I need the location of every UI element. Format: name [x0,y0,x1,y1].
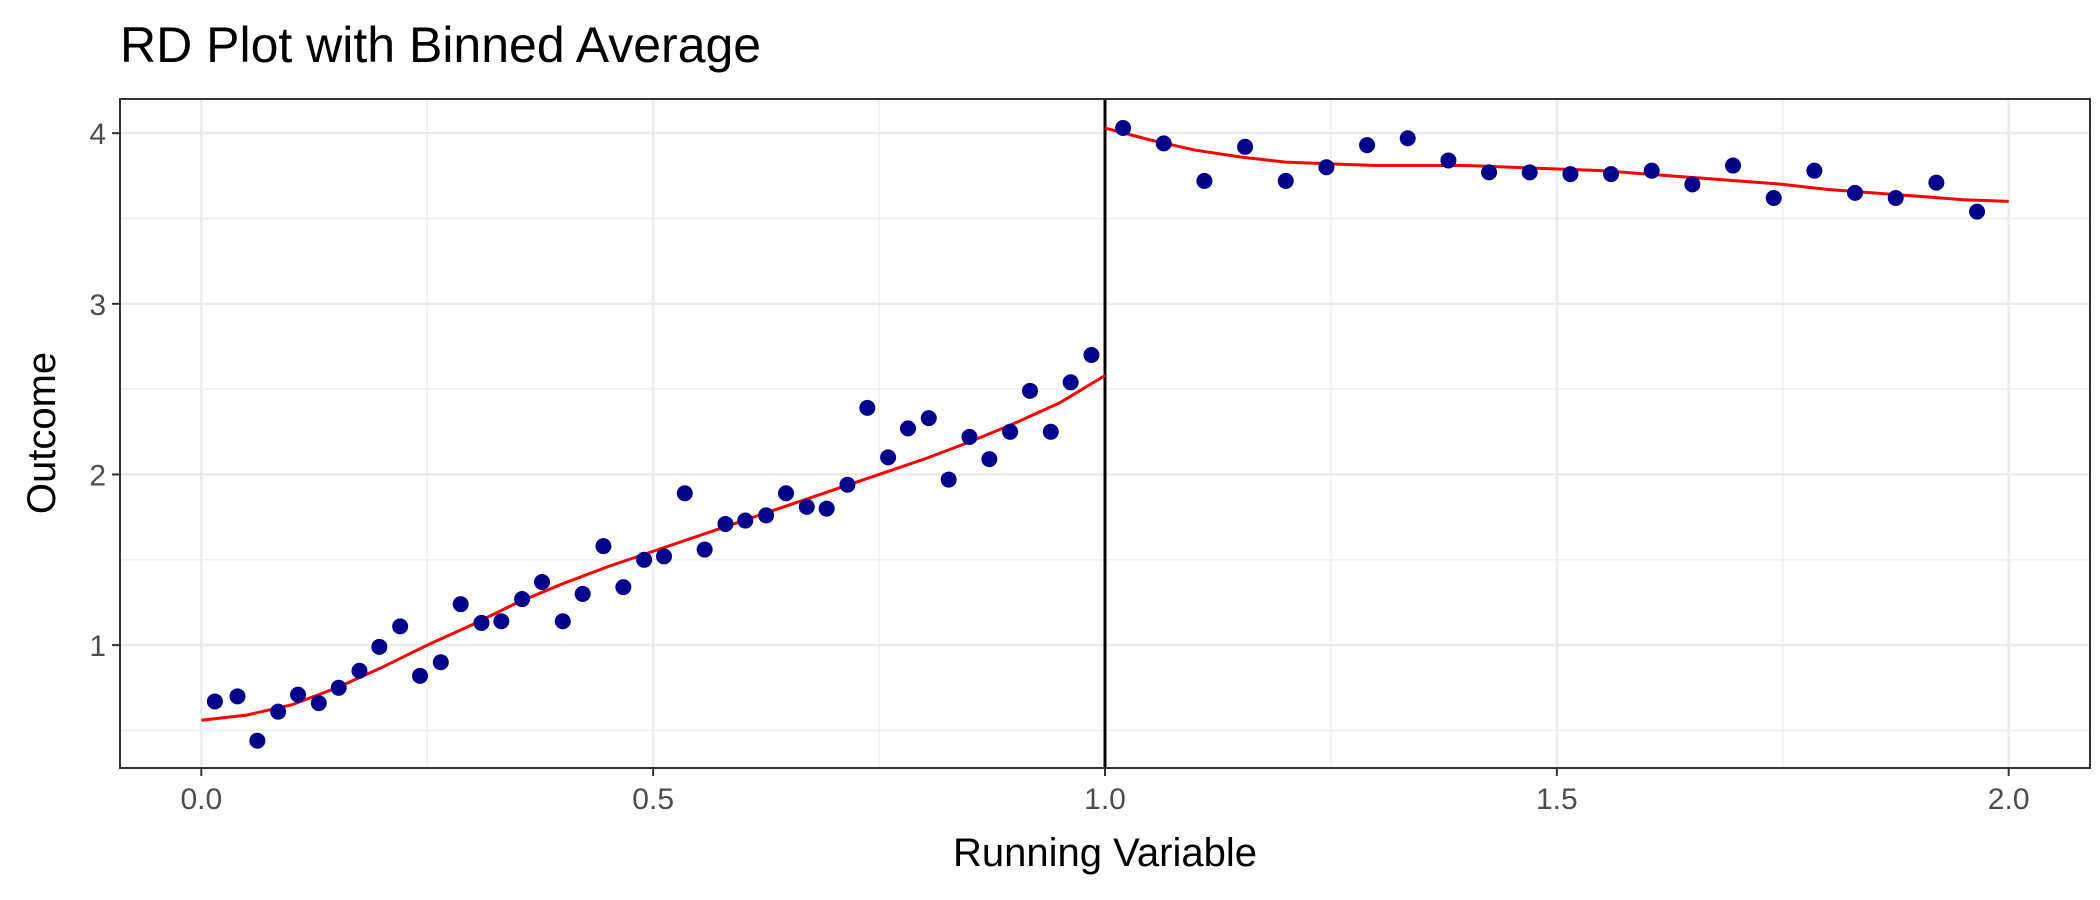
data-point [1440,152,1457,169]
data-point [229,688,246,705]
data-point [249,732,266,749]
data-point [636,551,653,568]
data-point [676,485,693,502]
data-point [818,500,835,517]
data-point [1684,176,1701,193]
data-point [940,471,957,488]
x-tick-label: 0.5 [632,783,674,816]
data-point [1847,184,1864,201]
y-axis-title: Outcome [20,352,64,514]
data-point [900,420,916,437]
y-tick-label: 4 [89,118,106,151]
data-point [270,703,287,720]
data-point [1115,120,1132,137]
data-point [473,614,490,631]
data-point [981,451,998,468]
data-point [778,485,795,502]
data-point [514,591,531,608]
x-tick-label: 2.0 [1988,783,2030,816]
y-axis-ticks: 1 2 3 4 [89,118,120,663]
data-point [1765,189,1782,206]
fit-line-left [201,374,1106,722]
data-point [615,579,632,596]
data-point [696,541,713,558]
x-tick-label: 1.0 [1084,783,1126,816]
data-point [412,667,429,684]
data-point [1725,157,1742,174]
data-point [1318,159,1335,176]
y-tick-label: 3 [89,289,106,322]
data-point [656,548,673,565]
data-point [1521,164,1538,181]
data-point [574,585,591,602]
data-point [737,512,754,529]
data-point [493,613,510,630]
x-axis-title: Running Variable [953,831,1257,875]
data-point [920,410,937,427]
chart-title: RD Plot with Binned Average [120,17,761,73]
data-point [1887,189,1904,206]
data-point [1603,166,1620,183]
data-point [432,654,449,671]
data-point [330,679,347,696]
x-tick-label: 0.0 [180,783,222,816]
data-point [859,399,876,416]
data-point [1042,423,1059,440]
data-point [1062,374,1079,391]
data-point [595,538,612,555]
data-point [798,498,815,515]
data-point [1928,174,1945,191]
binned-points [206,120,1986,749]
data-point [452,596,469,613]
data-point [1399,130,1416,147]
data-point [534,573,551,590]
data-point [554,613,571,630]
data-point [1806,162,1823,179]
data-point [1562,166,1579,183]
data-point [351,662,368,679]
data-point [1969,203,1986,220]
data-point [1021,382,1038,399]
data-point [371,638,388,655]
data-point [290,686,307,703]
data-point [1155,135,1172,152]
x-axis-ticks: 0.0 0.5 1.0 1.5 2.0 [180,768,2030,816]
data-point [961,428,978,445]
y-tick-label: 2 [89,459,106,492]
data-point [310,695,327,712]
x-tick-label: 1.5 [1536,783,1578,816]
data-point [880,449,897,466]
data-point [1359,137,1376,154]
data-point [1277,172,1294,189]
data-point [1643,162,1660,179]
data-point [758,507,775,524]
data-point [1002,423,1019,440]
y-tick-label: 1 [89,630,106,663]
data-point [717,515,734,532]
data-point [1237,138,1254,155]
data-point [1481,164,1498,181]
data-point [206,693,223,710]
data-point [1196,172,1213,189]
data-point [839,476,856,493]
data-point [392,618,409,635]
data-point [1083,346,1100,363]
